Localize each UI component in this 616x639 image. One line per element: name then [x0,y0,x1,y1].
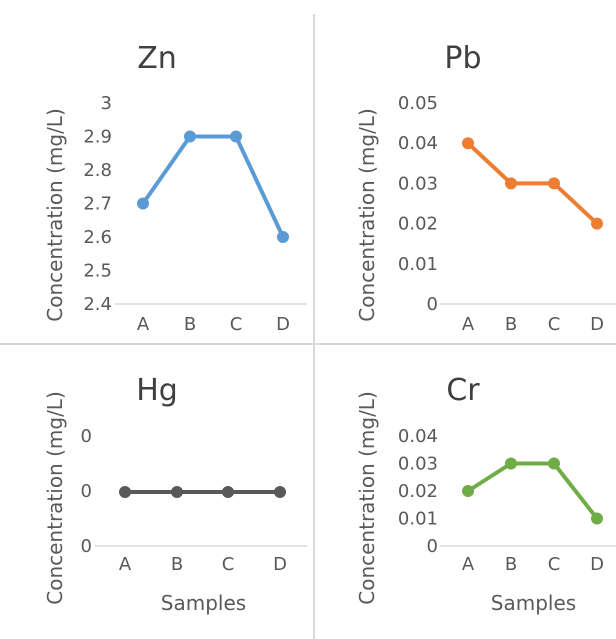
zn-y-tick-label: 2.6 [83,227,112,248]
pb-y-tick-label: 0 [427,294,438,315]
pb-y-tick-label: 0.04 [398,133,438,154]
cr-data-point-a [462,485,474,497]
hg-data-point-c [222,486,234,498]
zn-y-tick-label: 2.8 [83,160,112,181]
zn-y-tick-label: 2.9 [83,127,112,148]
cr-y-tick-label: 0.03 [398,454,438,475]
hg-y-tick-label: 0 [81,426,92,447]
cr-x-axis-label: Samples [491,591,576,615]
cr-y-tick-label: 0.01 [398,509,438,530]
cr-series-line [466,461,599,520]
zn-y-axis-label: Concentration (mg/L) [43,108,67,322]
cr-data-point-d [591,512,603,525]
hg-data-point-a [119,486,131,498]
pb-series-line [466,141,599,226]
hg-data-point-d [274,486,286,498]
zn-series-line [141,134,285,238]
cr-x-tick-label: C [548,554,561,575]
pb-x-tick-label: D [590,314,604,335]
zn-data-point-a [137,197,149,210]
cr-data-point-c [548,457,560,470]
hg-x-tick-label: C [222,554,235,575]
cr-x-tick-label: B [505,554,517,575]
zn-y-tick-label: 3 [101,93,112,114]
hg-x-axis-label: Samples [161,591,246,615]
pb-data-point-d [591,217,603,230]
pb-y-tick-label: 0.03 [398,173,438,194]
pb-y-tick-label: 0.02 [398,214,438,235]
pb-data-point-a [462,137,474,150]
cr-data-point-b [505,457,517,470]
zn-x-tick-label: B [184,314,196,335]
zn-y-tick-label: 2.4 [83,294,112,315]
pb-data-point-c [548,177,560,190]
pb-chart-title: Pb [444,41,481,76]
zn-data-point-d [277,231,289,243]
zn-x-tick-label: A [137,314,150,335]
zn-x-tick-label: C [230,314,243,335]
hg-y-tick-label: 0 [81,481,92,502]
zn-x-tick-label: D [276,314,290,335]
pb-x-tick-label: A [462,314,475,335]
hg-chart-title: Hg [136,373,178,408]
hg-y-axis-label: Concentration (mg/L) [43,391,67,605]
zn-data-point-b [184,130,196,143]
pb-x-tick-label: C [548,314,561,335]
hg-data-point-b [171,486,183,498]
cr-y-tick-label: 0 [427,536,438,557]
pb-y-tick-label: 0.01 [398,254,438,275]
cr-x-tick-label: A [462,554,475,575]
pb-y-tick-label: 0.05 [398,93,438,114]
cr-y-tick-label: 0.04 [398,426,438,447]
hg-x-tick-label: D [273,554,287,575]
zn-y-tick-label: 2.7 [83,194,112,215]
cr-y-axis-label: Concentration (mg/L) [355,391,379,605]
cr-chart-title: Cr [446,373,480,408]
zn-chart-title: Zn [137,41,177,76]
cr-x-tick-label: D [590,554,604,575]
cr-y-tick-label: 0.02 [398,481,438,502]
pb-x-tick-label: B [505,314,517,335]
zn-data-point-c [230,130,242,143]
hg-x-tick-label: B [171,554,183,575]
pb-y-axis-label: Concentration (mg/L) [355,108,379,322]
zn-y-tick-label: 2.5 [83,261,112,282]
hg-y-tick-label: 0 [81,536,92,557]
pb-data-point-b [505,177,517,190]
hg-x-tick-label: A [119,554,132,575]
